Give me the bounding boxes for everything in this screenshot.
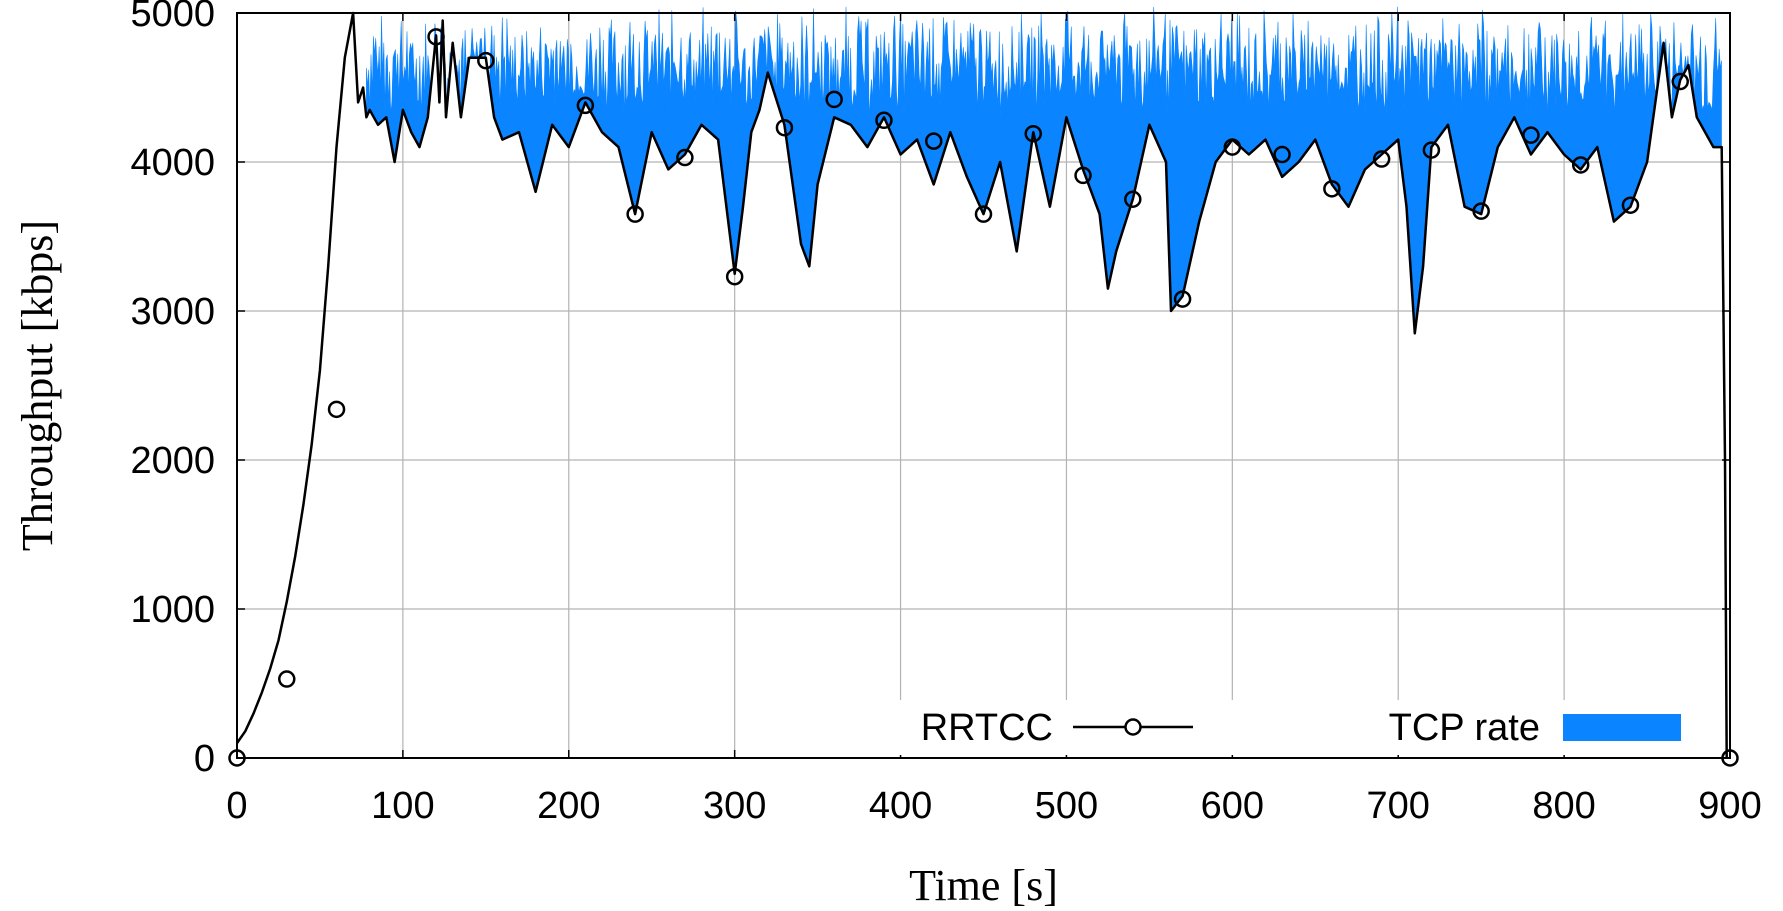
y-tick-label: 0 bbox=[194, 738, 215, 780]
y-axis-title: Throughput [kbps] bbox=[13, 220, 62, 551]
tcp-rate-area bbox=[366, 6, 1722, 333]
legend-label-tcp-rate: TCP rate bbox=[1389, 707, 1540, 749]
y-tick-label: 3000 bbox=[130, 291, 215, 333]
rrtcc-marker bbox=[1372, 150, 1391, 168]
rrtcc-marker bbox=[1223, 138, 1242, 156]
rrtcc-marker bbox=[1571, 156, 1590, 174]
x-tick-label: 0 bbox=[226, 785, 247, 827]
rrtcc-marker bbox=[1273, 145, 1291, 164]
legend: RRTCC TCP rate bbox=[860, 700, 1720, 755]
rrtcc-marker bbox=[576, 96, 595, 115]
x-tick-label: 300 bbox=[703, 785, 766, 827]
rrtcc-marker bbox=[676, 148, 694, 167]
rrtcc-marker bbox=[825, 90, 843, 109]
x-tick-label: 500 bbox=[1035, 785, 1098, 827]
x-tick-label: 200 bbox=[537, 785, 600, 827]
rrtcc-marker bbox=[427, 28, 445, 46]
x-tick-label: 600 bbox=[1201, 785, 1264, 827]
x-axis-title: Time [s] bbox=[909, 861, 1058, 910]
rrtcc-marker bbox=[1671, 72, 1689, 91]
rrtcc-marker bbox=[1024, 124, 1043, 143]
rrtcc-marker bbox=[875, 111, 893, 130]
rrtcc-marker bbox=[1472, 202, 1490, 220]
rrtcc-marker bbox=[278, 670, 296, 688]
rrtcc-marker bbox=[775, 118, 794, 137]
plot-frame bbox=[236, 12, 1731, 759]
x-tick-label: 100 bbox=[371, 785, 434, 827]
y-tick-label: 1000 bbox=[130, 589, 215, 631]
rrtcc-marker bbox=[924, 132, 943, 150]
legend-label-rrtcc: RRTCC bbox=[921, 707, 1053, 749]
x-tick-label: 800 bbox=[1532, 785, 1595, 827]
rrtcc-marker bbox=[1074, 166, 1092, 185]
y-tick-label: 5000 bbox=[130, 0, 215, 35]
rrtcc-series-line bbox=[235, 11, 1728, 759]
rrtcc-line bbox=[235, 11, 1728, 759]
rrtcc-marker bbox=[477, 51, 495, 70]
x-tick-label: 400 bbox=[869, 785, 932, 827]
legend-swatch-rrtcc-marker bbox=[1124, 718, 1142, 736]
rrtcc-marker bbox=[725, 267, 744, 286]
y-tick-label: 2000 bbox=[130, 440, 215, 482]
rrtcc-marker bbox=[1422, 141, 1441, 159]
tcp-rate-fill bbox=[366, 6, 1722, 333]
rrtcc-marker bbox=[1173, 290, 1192, 308]
rrtcc-marker bbox=[1522, 126, 1540, 144]
rrtcc-marker bbox=[1124, 190, 1142, 208]
x-tick-label: 900 bbox=[1698, 785, 1761, 827]
legend-swatch-tcp-rate bbox=[1563, 714, 1681, 741]
rrtcc-marker bbox=[626, 205, 644, 223]
rrtcc-marker bbox=[1323, 180, 1341, 198]
rrtcc-marker bbox=[974, 205, 993, 223]
rrtcc-marker bbox=[327, 400, 346, 419]
rrtcc-marker bbox=[1621, 196, 1640, 214]
x-tick-label: 700 bbox=[1367, 785, 1430, 827]
axis-ticks: 0 100 200 300 400 500 600 700 800 900 0 1000 2000 300… bbox=[130, 0, 1761, 827]
y-tick-label: 4000 bbox=[130, 142, 215, 184]
